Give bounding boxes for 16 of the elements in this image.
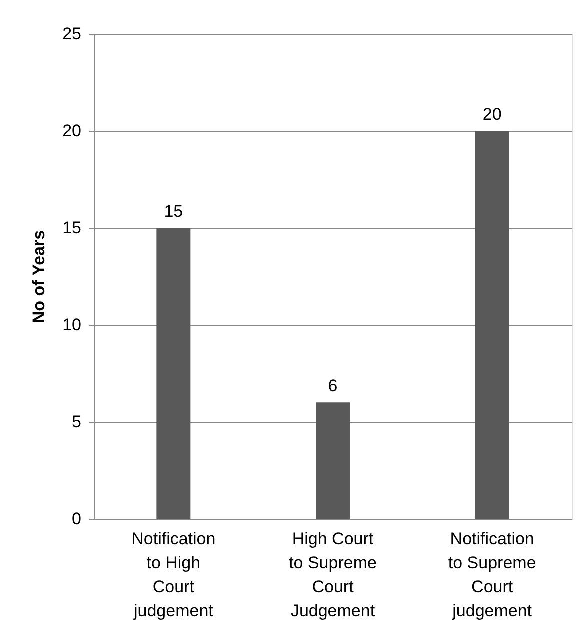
x-tick-label: Notification to High Court judgement — [132, 530, 216, 620]
bar — [156, 228, 191, 519]
data-label: 15 — [164, 202, 184, 221]
y-tick-label: 10 — [62, 316, 82, 334]
x-tick-label: Notification to Supreme Court judgement — [448, 530, 536, 620]
bar — [316, 402, 350, 519]
data-label: 6 — [328, 376, 338, 396]
y-tick-label: 15 — [62, 218, 82, 238]
y-axis-title: No of Years — [30, 230, 49, 324]
x-tick-label: High Court to Supreme Court Judgement — [289, 530, 377, 620]
y-tick-label: 0 — [72, 510, 82, 528]
y-tick-label: 20 — [62, 122, 82, 140]
bar — [475, 131, 510, 519]
y-tick-label: 25 — [62, 24, 82, 44]
y-tick-label: 5 — [72, 412, 82, 432]
data-label: 20 — [482, 105, 502, 124]
